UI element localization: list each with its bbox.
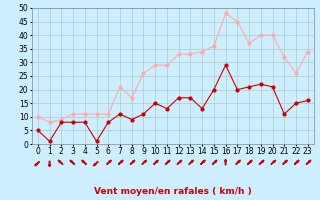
- Text: Vent moyen/en rafales ( km/h ): Vent moyen/en rafales ( km/h ): [94, 187, 252, 196]
